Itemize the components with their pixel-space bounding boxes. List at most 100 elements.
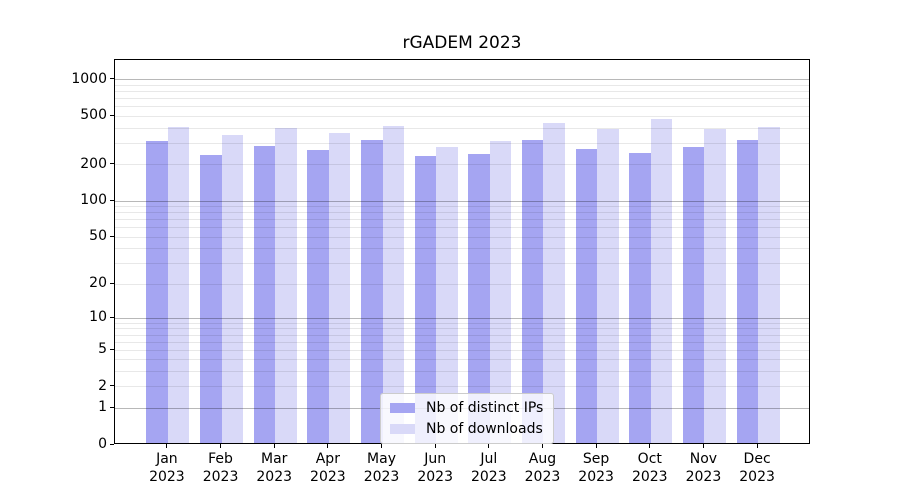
x-tick-mark (541, 444, 543, 448)
x-tick-mark (649, 444, 651, 448)
x-tick-month: May (367, 451, 396, 467)
bar-oct-downloads (650, 119, 673, 443)
x-tick-label: Jun 2023 (403, 450, 467, 486)
y-tick-label: 20 (89, 275, 107, 292)
bar-nov-downloads (704, 128, 726, 443)
bar-sep-downloads (597, 128, 619, 443)
x-tick-month: Nov (689, 451, 718, 467)
x-tick-label: Sep 2023 (564, 450, 628, 486)
y-tick-label: 100 (80, 192, 107, 209)
bar-apr-distinct-ips (307, 149, 329, 443)
bar-mar-downloads (275, 128, 297, 443)
x-tick-mark (434, 444, 436, 448)
x-tick-year: 2023 (363, 469, 400, 485)
x-tick-mark (273, 444, 275, 448)
y-tick-mark (110, 406, 114, 408)
bar-jan-downloads (167, 127, 190, 443)
bar-jun-distinct-ips (414, 156, 437, 443)
x-tick-label: Nov 2023 (671, 450, 735, 486)
x-tick-month: Feb (208, 451, 233, 467)
x-tick-mark (702, 444, 704, 448)
x-tick-year: 2023 (578, 469, 614, 485)
plot-area: Nb of distinct IPs Nb of downloads (114, 59, 810, 444)
x-tick-mark (166, 444, 168, 448)
legend-swatch (390, 403, 415, 413)
x-tick-month: Oct (637, 451, 662, 467)
x-tick-label: Aug 2023 (510, 450, 574, 486)
bar-aug-distinct-ips (521, 139, 544, 443)
x-tick-mark (327, 444, 329, 448)
x-tick-year: 2023 (470, 469, 507, 485)
x-tick-month: Aug (528, 451, 557, 467)
x-tick-year: 2023 (256, 469, 293, 485)
y-tick-mark (110, 199, 114, 201)
x-tick-year: 2023 (631, 469, 668, 485)
legend-swatch (390, 424, 415, 434)
x-tick-year: 2023 (149, 469, 185, 485)
x-tick-label: Jan 2023 (135, 450, 199, 486)
bar-feb-downloads (221, 135, 244, 443)
y-tick-label: 5 (98, 341, 107, 358)
x-tick-year: 2023 (524, 469, 561, 485)
x-tick-mark (756, 444, 758, 448)
bar-may-distinct-ips (361, 139, 383, 443)
bar-jul-distinct-ips (468, 153, 490, 443)
bar-mar-distinct-ips (253, 145, 276, 443)
x-tick-year: 2023 (417, 469, 453, 485)
y-tick-label: 200 (80, 155, 107, 172)
y-tick-mark (110, 114, 114, 116)
bar-nov-distinct-ips (682, 146, 705, 443)
x-tick-month: Jul (480, 451, 498, 467)
bar-feb-distinct-ips (200, 154, 222, 443)
bars-layer (115, 60, 809, 443)
y-tick-mark (110, 282, 114, 284)
x-tick-month: Apr (315, 451, 340, 467)
y-tick-mark (110, 385, 114, 387)
y-tick-mark (110, 443, 114, 445)
y-tick-label: 1000 (71, 70, 107, 87)
legend-item: Nb of distinct IPs (390, 400, 543, 416)
x-tick-month: Mar (260, 451, 288, 467)
y-tick-mark (110, 235, 114, 237)
bar-apr-downloads (328, 133, 351, 443)
y-tick-mark (110, 316, 114, 318)
bar-dec-distinct-ips (736, 140, 759, 443)
x-tick-label: Oct 2023 (618, 450, 682, 486)
y-tick-label: 1 (98, 399, 107, 416)
bar-aug-downloads (543, 122, 565, 443)
x-tick-year: 2023 (202, 469, 239, 485)
y-tick-mark (110, 163, 114, 165)
x-tick-mark (220, 444, 222, 448)
x-tick-month: Dec (743, 451, 771, 467)
x-tick-year: 2023 (685, 469, 722, 485)
x-tick-label: Jul 2023 (457, 450, 521, 486)
bar-sep-distinct-ips (575, 148, 598, 443)
bar-jul-downloads (489, 140, 512, 443)
legend-item: Nb of downloads (390, 421, 543, 437)
x-tick-label: Feb 2023 (189, 450, 253, 486)
x-tick-label: May 2023 (350, 450, 414, 486)
x-tick-month: Sep (582, 451, 610, 467)
x-tick-mark (595, 444, 597, 448)
x-tick-month: Jan (156, 451, 178, 467)
y-tick-label: 2 (98, 377, 107, 394)
bar-oct-distinct-ips (629, 152, 651, 443)
x-tick-label: Mar 2023 (242, 450, 306, 486)
bar-dec-downloads (758, 126, 780, 443)
x-tick-label: Dec 2023 (725, 450, 789, 486)
y-tick-label: 50 (89, 228, 107, 245)
x-tick-mark (488, 444, 490, 448)
y-tick-label: 500 (80, 107, 107, 124)
legend-label: Nb of downloads (426, 421, 543, 437)
y-tick-label: 10 (89, 309, 107, 326)
x-tick-year: 2023 (739, 469, 775, 485)
bar-jun-downloads (436, 147, 458, 443)
y-tick-mark (110, 78, 114, 80)
legend: Nb of distinct IPs Nb of downloads (380, 393, 555, 444)
bar-jan-distinct-ips (146, 141, 168, 443)
x-tick-label: Apr 2023 (296, 450, 360, 486)
x-tick-mark (381, 444, 383, 448)
bar-may-downloads (382, 126, 405, 443)
chart-title: rGADEM 2023 (402, 33, 522, 53)
